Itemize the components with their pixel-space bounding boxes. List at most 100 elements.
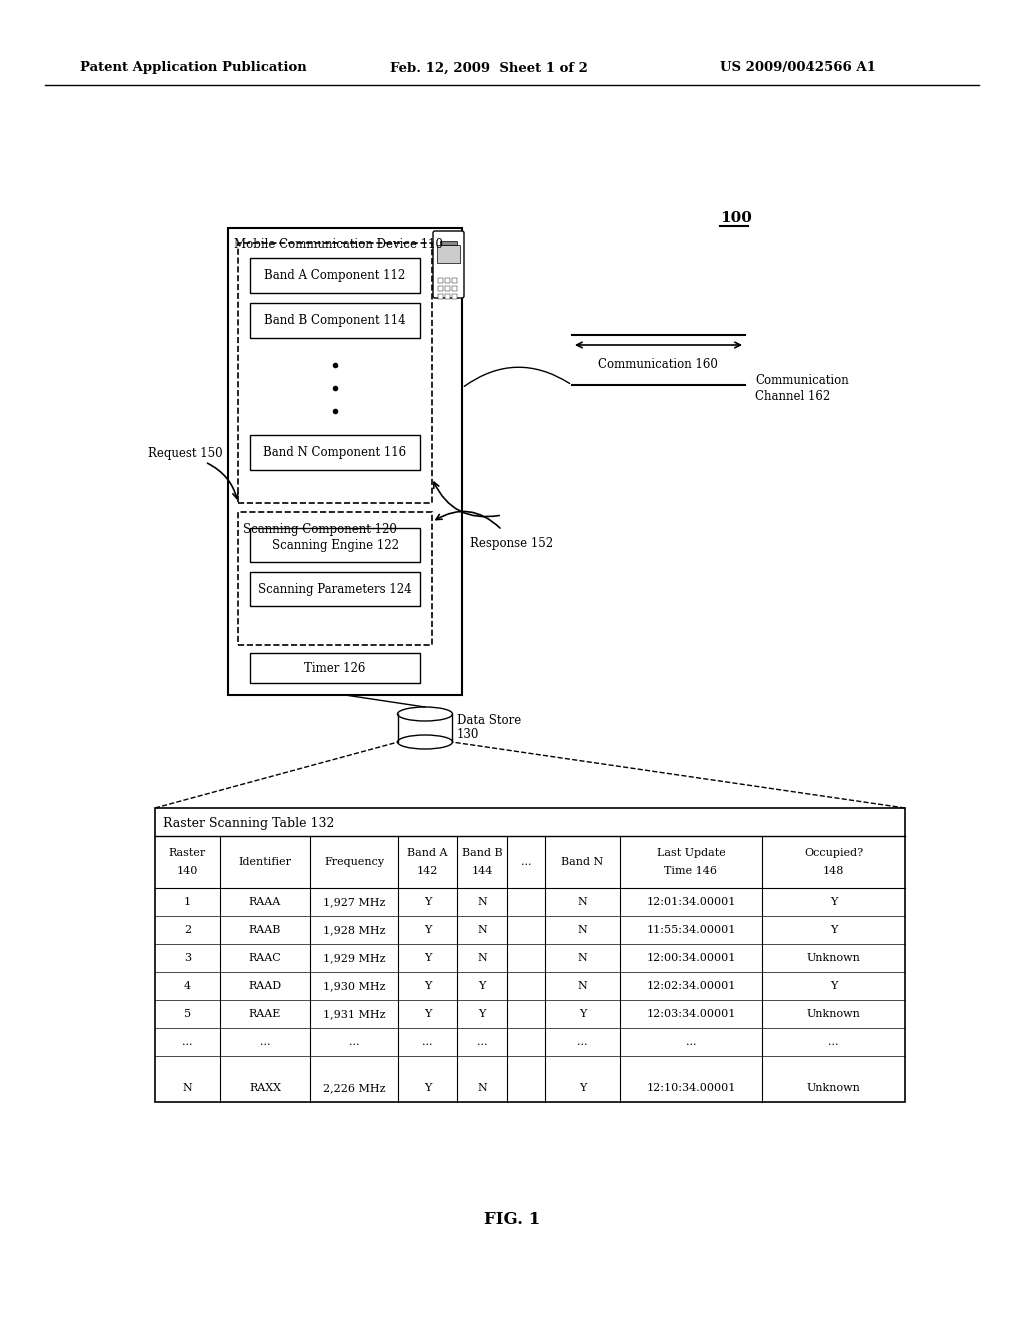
Text: 3: 3 — [184, 953, 191, 964]
Text: Communication: Communication — [755, 374, 849, 387]
Text: Band A: Band A — [408, 847, 447, 858]
Text: ...: ... — [422, 1038, 433, 1047]
Bar — [250, 257, 420, 293]
Text: Unknown: Unknown — [807, 1082, 860, 1093]
Ellipse shape — [397, 708, 453, 721]
Bar — [250, 572, 420, 606]
Text: 1,930 MHz: 1,930 MHz — [323, 981, 385, 991]
Text: Y: Y — [829, 981, 838, 991]
Text: US 2009/0042566 A1: US 2009/0042566 A1 — [720, 62, 876, 74]
Text: Y: Y — [424, 953, 431, 964]
Text: 12:10:34.00001: 12:10:34.00001 — [646, 1082, 735, 1093]
Bar — [452, 294, 457, 300]
Text: Frequency: Frequency — [324, 857, 384, 867]
Text: N: N — [578, 925, 588, 935]
Text: N: N — [477, 925, 486, 935]
Bar — [238, 512, 432, 645]
Text: Unknown: Unknown — [807, 1008, 860, 1019]
Text: 144: 144 — [471, 866, 493, 876]
Text: RAXX: RAXX — [249, 1082, 281, 1093]
Text: 4: 4 — [184, 981, 191, 991]
Text: Unknown: Unknown — [807, 953, 860, 964]
Text: ...: ... — [349, 1038, 359, 1047]
Text: Band A Component 112: Band A Component 112 — [264, 269, 406, 282]
Text: 5: 5 — [184, 1008, 191, 1019]
Bar — [155, 808, 905, 1102]
FancyBboxPatch shape — [433, 231, 464, 298]
Text: 11:55:34.00001: 11:55:34.00001 — [646, 925, 735, 935]
Text: Y: Y — [579, 1082, 586, 1093]
Bar — [250, 304, 420, 338]
Bar — [452, 279, 457, 282]
Text: Timer 126: Timer 126 — [304, 661, 366, 675]
Bar — [250, 528, 420, 562]
Text: 1,929 MHz: 1,929 MHz — [323, 953, 385, 964]
Text: N: N — [578, 898, 588, 907]
Text: 12:03:34.00001: 12:03:34.00001 — [646, 1008, 735, 1019]
Bar — [238, 243, 432, 503]
Text: ...: ... — [521, 857, 531, 867]
Text: Feb. 12, 2009  Sheet 1 of 2: Feb. 12, 2009 Sheet 1 of 2 — [390, 62, 588, 74]
Text: Y: Y — [478, 981, 485, 991]
Text: ...: ... — [686, 1038, 696, 1047]
Text: ...: ... — [182, 1038, 193, 1047]
Bar — [250, 653, 420, 682]
Bar — [440, 242, 457, 246]
Text: Request 150: Request 150 — [148, 447, 222, 461]
Text: Y: Y — [829, 898, 838, 907]
Bar — [437, 246, 460, 263]
Text: 2: 2 — [184, 925, 191, 935]
Text: Y: Y — [424, 925, 431, 935]
Text: 140: 140 — [177, 866, 199, 876]
Text: 142: 142 — [417, 866, 438, 876]
Text: FIG. 1: FIG. 1 — [484, 1212, 540, 1229]
Text: ...: ... — [828, 1038, 839, 1047]
Text: Raster Scanning Table 132: Raster Scanning Table 132 — [163, 817, 335, 830]
Text: Data Store: Data Store — [457, 714, 521, 726]
Text: 1,927 MHz: 1,927 MHz — [323, 898, 385, 907]
Text: Y: Y — [424, 1082, 431, 1093]
Text: N: N — [477, 953, 486, 964]
Text: 148: 148 — [823, 866, 844, 876]
Text: Band N Component 116: Band N Component 116 — [263, 446, 407, 459]
Text: Last Update: Last Update — [656, 847, 725, 858]
Text: Channel 162: Channel 162 — [755, 391, 830, 404]
Bar — [452, 286, 457, 290]
Text: 1,931 MHz: 1,931 MHz — [323, 1008, 385, 1019]
Text: Identifier: Identifier — [239, 857, 292, 867]
Text: Band B Component 114: Band B Component 114 — [264, 314, 406, 327]
Text: Band B: Band B — [462, 847, 503, 858]
Text: RAAC: RAAC — [249, 953, 282, 964]
Bar — [445, 286, 450, 290]
Text: ...: ... — [578, 1038, 588, 1047]
Text: Communication 160: Communication 160 — [598, 359, 718, 371]
Bar — [445, 294, 450, 300]
Text: Raster: Raster — [169, 847, 206, 858]
Bar — [438, 286, 443, 290]
Text: ...: ... — [477, 1038, 487, 1047]
Text: 100: 100 — [720, 211, 752, 224]
Bar — [250, 436, 420, 470]
Text: 2,226 MHz: 2,226 MHz — [323, 1082, 385, 1093]
Text: Response 152: Response 152 — [470, 536, 553, 549]
Text: Y: Y — [579, 1008, 586, 1019]
Text: Scanning Component 120: Scanning Component 120 — [243, 523, 397, 536]
Text: RAAD: RAAD — [249, 981, 282, 991]
Text: RAAB: RAAB — [249, 925, 282, 935]
Text: 12:02:34.00001: 12:02:34.00001 — [646, 981, 735, 991]
Text: 12:01:34.00001: 12:01:34.00001 — [646, 898, 735, 907]
Text: N: N — [477, 1082, 486, 1093]
Text: Y: Y — [424, 981, 431, 991]
Ellipse shape — [397, 735, 453, 748]
Text: Band N: Band N — [561, 857, 603, 867]
Bar — [228, 228, 462, 696]
Text: 1: 1 — [184, 898, 191, 907]
Text: Scanning Engine 122: Scanning Engine 122 — [271, 539, 398, 552]
Text: N: N — [578, 981, 588, 991]
Text: Occupied?: Occupied? — [804, 847, 863, 858]
Text: RAAE: RAAE — [249, 1008, 282, 1019]
Text: 130: 130 — [457, 727, 479, 741]
Text: Patent Application Publication: Patent Application Publication — [80, 62, 307, 74]
Text: 1,928 MHz: 1,928 MHz — [323, 925, 385, 935]
Text: Y: Y — [424, 1008, 431, 1019]
